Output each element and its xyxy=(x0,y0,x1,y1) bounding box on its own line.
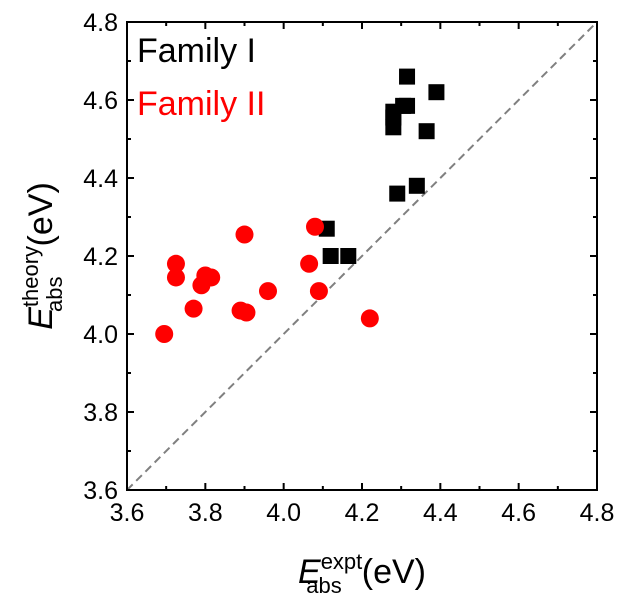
data-point-family-ii xyxy=(237,303,256,322)
y-tick-label: 3.8 xyxy=(83,399,118,427)
data-point-family-ii xyxy=(202,268,221,287)
x-tick-label: 4.4 xyxy=(423,499,458,527)
y-tick-label: 4.0 xyxy=(83,321,118,349)
data-point-family-ii xyxy=(235,225,254,244)
data-point-family-i xyxy=(408,177,425,194)
data-point-family-i xyxy=(428,84,445,101)
y-tick-label: 4.8 xyxy=(83,9,118,37)
y-tick-label: 3.6 xyxy=(83,477,118,505)
x-tick-label: 3.6 xyxy=(110,499,145,527)
data-point-family-ii xyxy=(309,282,328,301)
data-point-family-i xyxy=(399,97,416,114)
x-tick-label: 4.2 xyxy=(345,499,380,527)
data-point-family-ii xyxy=(360,309,379,328)
data-point-family-ii xyxy=(184,299,203,318)
y-tick-label: 4.2 xyxy=(83,243,118,271)
y-axis-title: Etheoryabs (eV) xyxy=(18,182,67,330)
legend-label-family-ii: Family II xyxy=(137,85,265,123)
data-point-family-ii xyxy=(300,254,319,273)
y-tick-label: 4.4 xyxy=(83,165,118,193)
legend: Family I Family II xyxy=(137,32,265,123)
x-axis-unit: (eV) xyxy=(362,553,426,591)
y-axis-unit: (eV) xyxy=(22,182,60,246)
x-axis-symbol: E xyxy=(298,553,321,591)
data-point-family-ii xyxy=(259,282,277,301)
y-axis-symbol: E xyxy=(22,307,60,330)
y-axis-subscript: abs xyxy=(42,276,67,311)
data-point-family-i xyxy=(399,68,416,85)
x-axis-superscript: expt xyxy=(321,549,363,574)
x-axis-title: Eexpt abs (eV) xyxy=(298,549,426,598)
data-point-family-i xyxy=(389,185,406,202)
reference-line-y-equals-x xyxy=(126,21,598,491)
y-tick-label: 4.6 xyxy=(83,87,118,115)
x-tick-label: 3.8 xyxy=(188,499,223,527)
data-point-family-ii xyxy=(166,268,185,287)
data-point-family-i xyxy=(340,248,357,264)
data-point-family-ii xyxy=(166,254,185,273)
data-point-family-ii xyxy=(155,325,174,343)
y-axis-superscript: theory xyxy=(18,246,43,307)
x-tick-label: 4.8 xyxy=(580,499,615,527)
x-axis-subscript: abs xyxy=(306,573,341,598)
data-point-family-i xyxy=(322,248,339,264)
data-point-family-i xyxy=(418,123,435,140)
x-tick-label: 4.6 xyxy=(501,499,536,527)
x-tick-label: 4.0 xyxy=(266,499,301,527)
data-point-family-ii xyxy=(306,217,324,236)
legend-label-family-i: Family I xyxy=(137,32,256,70)
